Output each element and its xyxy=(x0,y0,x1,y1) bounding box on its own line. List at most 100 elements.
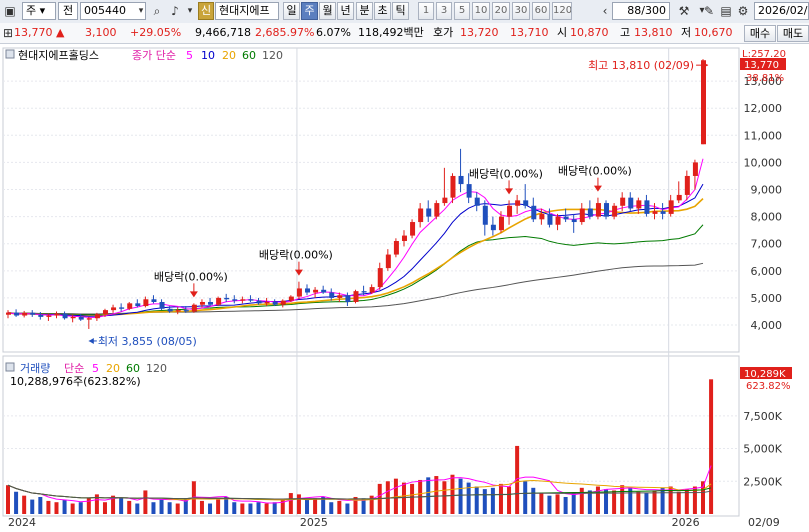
timeframe-tab-3[interactable]: 년 xyxy=(337,2,354,20)
price-tick-label: 7,000 xyxy=(751,238,783,251)
low-arrow-head xyxy=(88,337,94,344)
stock-chart[interactable]: 배당락(0.00%) 배당락(0.00%) 배당락(0.00%) 배당락(0.00%)… xyxy=(0,44,809,532)
candle-body xyxy=(442,197,448,204)
volume-bar xyxy=(369,495,374,514)
low-price: 10,670 xyxy=(694,26,733,39)
volume-bar xyxy=(539,493,544,514)
search-icon[interactable]: ⌕ xyxy=(153,4,161,18)
buy-button[interactable]: 매수 xyxy=(744,25,776,42)
volume-panel-menu-icon[interactable] xyxy=(5,362,15,372)
volume-bar xyxy=(272,502,277,514)
price-tick-label: 12,000 xyxy=(744,102,783,115)
candle-body xyxy=(612,205,618,217)
timeframe-tab-0[interactable]: 일 xyxy=(283,2,300,20)
volume-bar xyxy=(345,503,350,514)
candle-body xyxy=(272,301,278,305)
stock-code-value: 005440 xyxy=(84,4,126,17)
date-field[interactable]: 2026/02/ xyxy=(754,2,809,20)
candle-body xyxy=(587,208,593,217)
gear-icon[interactable]: ⚙ xyxy=(737,4,749,18)
ma5-label: 5 xyxy=(186,49,193,62)
candle-count-field[interactable]: 88/300 xyxy=(612,2,670,20)
x-axis-label: 2025 xyxy=(300,516,328,529)
volume-ma-120-line xyxy=(7,484,712,500)
volume-bar xyxy=(644,493,649,514)
candle-body xyxy=(668,200,674,214)
candle-body xyxy=(38,314,44,317)
candle-body xyxy=(256,300,262,304)
sell-button[interactable]: 매도 xyxy=(777,25,809,42)
vma20-label: 20 xyxy=(106,362,120,375)
timeframe-tab-2[interactable]: 월 xyxy=(319,2,336,20)
volume-bar xyxy=(587,490,592,514)
current-rate-tag: 38.81% xyxy=(746,73,784,84)
candle-body xyxy=(296,288,302,297)
candle-body xyxy=(692,162,698,176)
volume-bar xyxy=(329,502,334,514)
stock-code-input[interactable]: 005440 xyxy=(80,2,146,20)
period-button-10[interactable]: 10 xyxy=(472,2,490,20)
period-button-60[interactable]: 60 xyxy=(532,2,550,20)
candle-body xyxy=(539,213,545,220)
volume-bar xyxy=(22,495,27,514)
expand-icon[interactable]: ⊞ xyxy=(2,26,14,40)
speaker-dropdown-icon[interactable]: ▾ xyxy=(187,6,193,16)
volume-bar xyxy=(6,485,10,514)
volume-bar xyxy=(159,499,164,514)
volume-bar xyxy=(442,481,447,514)
period-button-120[interactable]: 120 xyxy=(552,2,572,20)
candle-body xyxy=(305,288,311,293)
high-arrow-head xyxy=(703,62,709,69)
period-button-30[interactable]: 30 xyxy=(512,2,530,20)
period-button-3[interactable]: 3 xyxy=(436,2,452,20)
period-mode-button[interactable]: 전 xyxy=(58,2,78,20)
volume-bar xyxy=(515,445,520,514)
period-button-20[interactable]: 20 xyxy=(492,2,510,20)
annotations: 배당락(0.00%) 배당락(0.00%) 배당락(0.00%) 배당락(0.00%)… xyxy=(88,59,709,348)
timeframe-tab-5[interactable]: 초 xyxy=(374,2,391,20)
candle-body xyxy=(385,254,391,269)
x-axis-label: 2024 xyxy=(8,516,36,529)
current-price-tag-box xyxy=(740,58,786,70)
timeframe-tab-6[interactable]: 틱 xyxy=(392,2,409,20)
market-select[interactable]: 주 ▾ xyxy=(22,2,56,20)
timeframe-tab-1[interactable]: 주 xyxy=(301,2,318,20)
candle-body xyxy=(280,300,286,305)
volume-bar xyxy=(151,502,156,514)
volume-bar xyxy=(434,476,439,514)
candle-body xyxy=(127,303,133,309)
period-button-1[interactable]: 1 xyxy=(418,2,434,20)
volume-bar xyxy=(70,503,75,514)
settings-tools-icon[interactable]: ⚒ xyxy=(678,4,690,18)
volume-bar xyxy=(321,496,326,514)
tools-dropdown-icon[interactable]: ▾ xyxy=(699,5,705,16)
volume-bar xyxy=(296,494,301,514)
vma120-label: 120 xyxy=(146,362,167,375)
candle-body xyxy=(345,295,351,302)
axis-labels: 4,000 5,000 6,000 7,000 8,000 9,000 10,000 11,0… xyxy=(8,75,783,529)
speaker-icon[interactable]: ♪ xyxy=(171,4,179,18)
dividend-arrow-head xyxy=(189,291,198,298)
candle-body xyxy=(191,304,197,312)
chevron-left-icon[interactable]: ‹ xyxy=(602,4,608,18)
candle-body xyxy=(377,268,383,288)
volume-bar xyxy=(313,498,318,514)
timeframe-tab-4[interactable]: 분 xyxy=(356,2,373,20)
volume-bar xyxy=(86,498,91,514)
candle-body xyxy=(418,208,424,223)
save-icon[interactable]: ▤ xyxy=(720,4,732,18)
period-button-5[interactable]: 5 xyxy=(454,2,470,20)
volume-bar xyxy=(482,489,487,514)
candle-body xyxy=(329,292,335,298)
volume-bar xyxy=(353,496,358,514)
chart-window-icon[interactable]: ▣ xyxy=(4,4,16,18)
high-annotation: 최고 13,810 (02/09) xyxy=(588,59,694,72)
chart-edit-icon[interactable]: ✎ xyxy=(703,4,715,18)
volume-ma-lines xyxy=(7,465,712,504)
candle-body xyxy=(434,203,440,217)
code-dropdown-icon[interactable]: ▾ xyxy=(138,6,144,16)
candle-body xyxy=(652,211,658,214)
panel-menu-icon[interactable] xyxy=(5,49,15,59)
new-badge: 신 xyxy=(198,2,214,20)
